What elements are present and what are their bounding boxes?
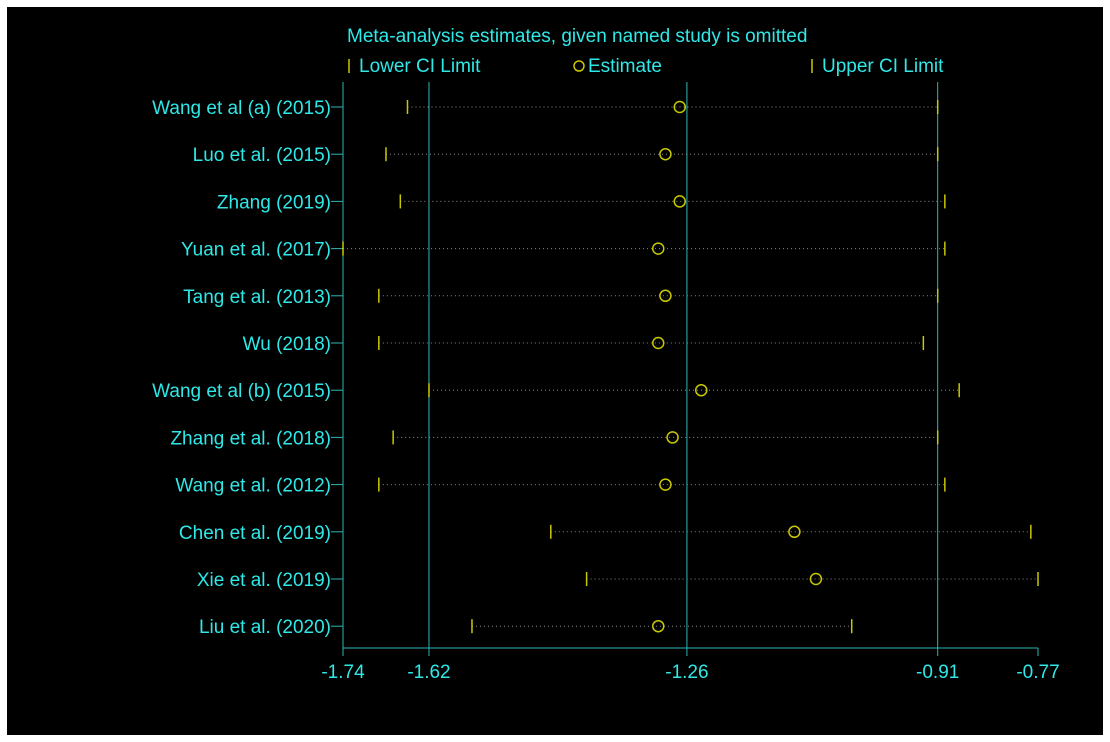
legend-estimate-label: Estimate — [588, 56, 662, 77]
x-tick-label: -0.91 — [916, 662, 959, 683]
chart-frame: Meta-analysis estimates, given named stu… — [7, 7, 1103, 735]
x-tick-label: -0.77 — [1016, 662, 1059, 683]
legend-upper-label: Upper CI Limit — [822, 56, 944, 77]
estimate-marker — [659, 289, 672, 303]
chart-title: Meta-analysis estimates, given named stu… — [347, 26, 807, 47]
study-row: Tang et al. (2013) — [183, 287, 939, 308]
estimate-marker — [666, 431, 679, 444]
study-row: Wang et al (b) (2015) — [152, 381, 960, 402]
study-row: Xie et al. (2019) — [197, 570, 1039, 591]
estimate-marker — [659, 478, 672, 491]
estimate-marker — [659, 147, 672, 161]
study-label: Zhang (2019) — [217, 192, 331, 213]
study-row: Wang et al (a) (2015) — [152, 98, 939, 119]
study-row: Yuan et al. (2017) — [181, 240, 946, 261]
legend: Lower CI Limit Estimate Upper CI Limit — [348, 56, 944, 77]
study-row: Wang et al. (2012) — [175, 476, 946, 497]
study-rows: Wang et al (a) (2015) Luo et al. (2015) Zh… — [152, 98, 1039, 638]
estimate-marker — [652, 336, 665, 350]
study-row: Chen et al. (2019) — [179, 523, 1032, 544]
x-tick-label: -1.62 — [407, 662, 450, 683]
study-label: Tang et al. (2013) — [183, 287, 331, 308]
estimate-marker — [652, 619, 665, 633]
study-label: Wang et al (a) (2015) — [152, 98, 331, 119]
study-label: Wang et al (b) (2015) — [152, 381, 331, 402]
estimate-marker — [652, 242, 665, 255]
x-tick-label: -1.26 — [665, 662, 708, 683]
study-label: Xie et al. (2019) — [197, 570, 331, 591]
estimate-marker — [809, 572, 823, 586]
estimate-marker — [673, 195, 687, 208]
study-label: Chen et al. (2019) — [179, 523, 331, 544]
study-label: Liu et al. (2020) — [199, 617, 331, 638]
estimate-marker — [673, 100, 687, 114]
estimate-marker — [788, 525, 801, 539]
study-label: Zhang et al. (2018) — [170, 428, 331, 449]
study-row: Zhang (2019) — [217, 192, 946, 213]
forest-plot: Meta-analysis estimates, given named stu… — [152, 26, 1060, 683]
estimate-marker — [694, 383, 708, 397]
legend-estimate-marker — [573, 60, 585, 72]
study-label: Luo et al. (2015) — [193, 145, 331, 166]
study-row: Luo et al. (2015) — [193, 145, 939, 166]
study-row: Wu (2018) — [243, 334, 925, 355]
legend-lower-label: Lower CI Limit — [359, 56, 481, 77]
study-label: Yuan et al. (2017) — [181, 240, 331, 261]
x-axis: -1.74 -1.62 -1.26 -0.91 -0.77 — [321, 647, 1060, 683]
study-row: Zhang et al. (2018) — [170, 428, 939, 449]
reference-lines — [342, 82, 939, 648]
study-row: Liu et al. (2020) — [199, 617, 853, 638]
x-tick-label: -1.74 — [321, 662, 365, 683]
study-label: Wang et al. (2012) — [175, 476, 331, 497]
study-label: Wu (2018) — [243, 334, 331, 355]
